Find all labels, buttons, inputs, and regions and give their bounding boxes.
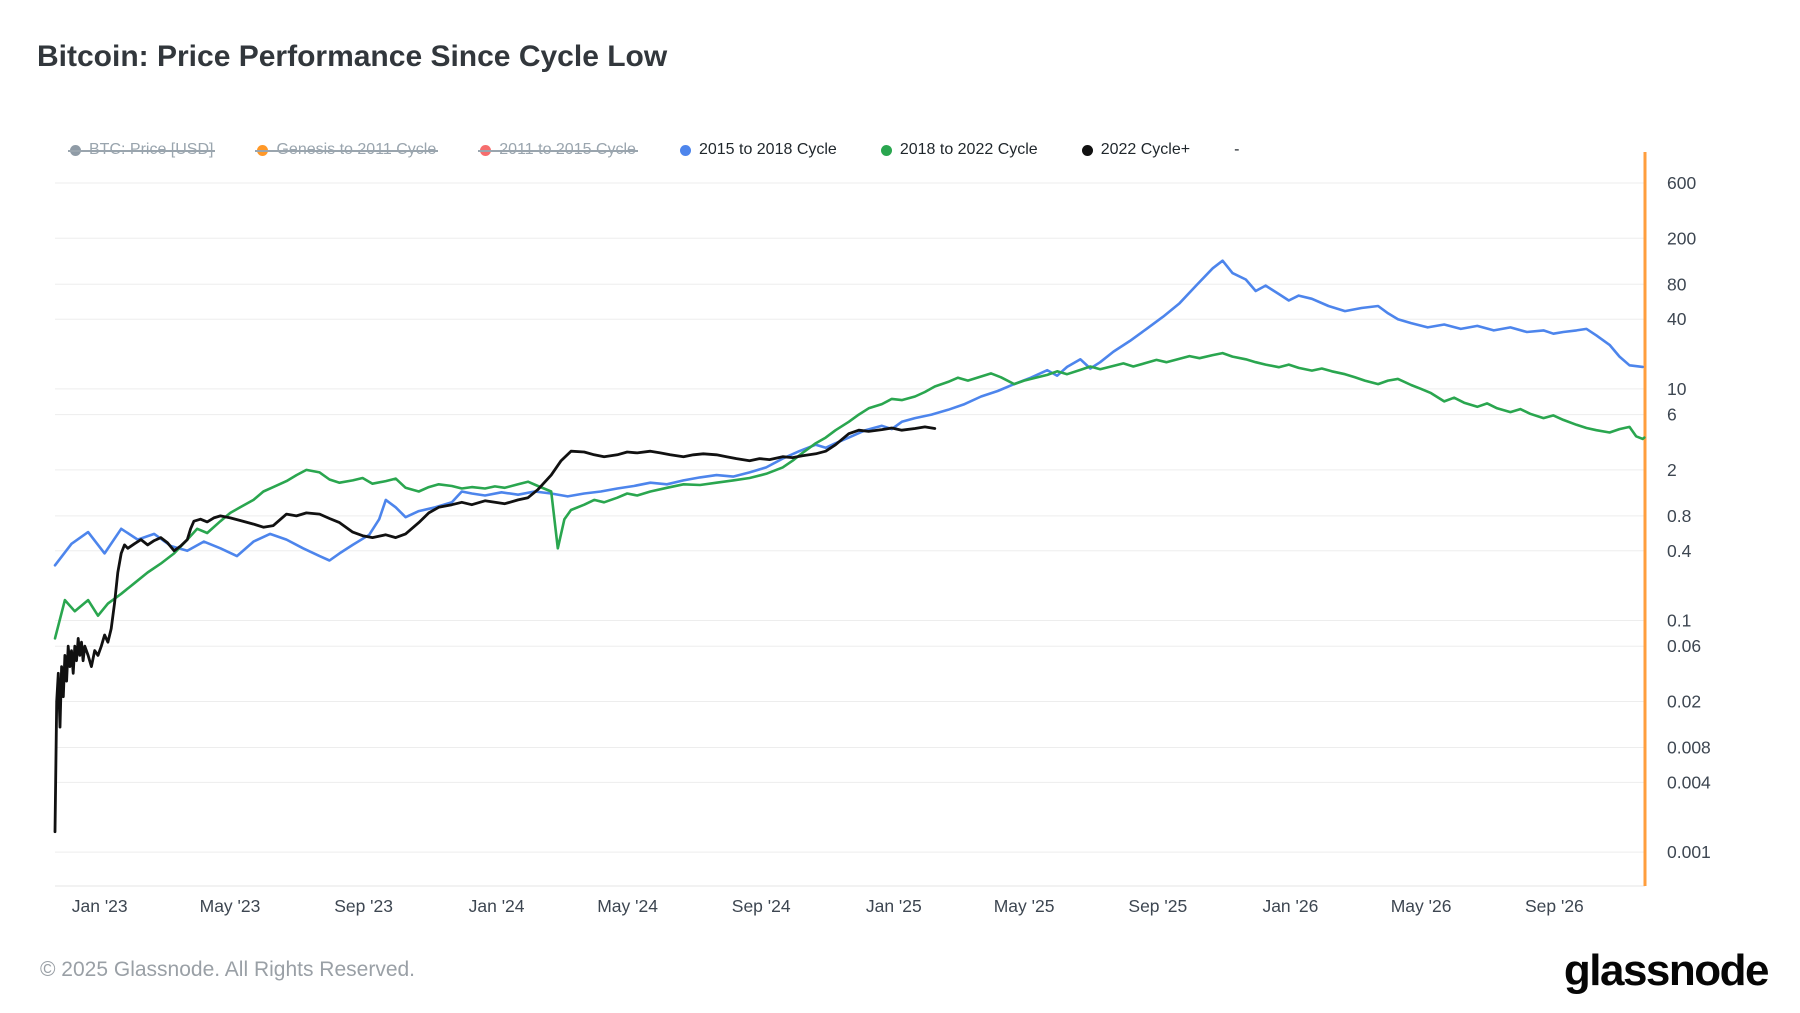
legend-item-btc-price-usd[interactable]: BTC: Price [USD]	[67, 141, 216, 159]
x-axis-tick-label: Sep '25	[1128, 896, 1187, 916]
legend-item-label: 2018 to 2022 Cycle	[899, 141, 1038, 158]
x-axis-tick-label: Sep '26	[1525, 896, 1584, 916]
x-axis-tick-label: Jan '23	[72, 896, 128, 916]
y-axis-tick-label: 6	[1667, 405, 1677, 425]
legend-item-label: 2022 Cycle+	[1100, 141, 1191, 158]
legend-item-label: -	[1234, 141, 1240, 158]
series-line-2022-cycle[interactable]	[53, 425, 937, 834]
y-axis-tick-label: 200	[1667, 228, 1696, 248]
y-axis-tick-label: 0.4	[1667, 541, 1692, 561]
legend-item-label: 2015 to 2018 Cycle	[698, 141, 837, 158]
x-axis-tick-label: Jan '24	[469, 896, 525, 916]
x-axis-tick-label: Sep '24	[732, 896, 791, 916]
x-axis-tick-label: May '26	[1391, 896, 1452, 916]
legend-item-2015-to-2018-cycle[interactable]: 2015 to 2018 Cycle	[679, 141, 837, 159]
copyright-text: © 2025 Glassnode. All Rights Reserved.	[40, 958, 416, 981]
x-axis-tick-label: May '23	[200, 896, 261, 916]
y-axis-tick-label: 0.06	[1667, 636, 1701, 656]
x-axis-tick-label: May '25	[994, 896, 1055, 916]
x-axis-tick-label: Sep '23	[334, 896, 393, 916]
y-axis-tick-label: 40	[1667, 309, 1687, 329]
legend-item-2018-to-2022-cycle[interactable]: 2018 to 2022 Cycle	[880, 141, 1038, 159]
y-axis-tick-label: 0.02	[1667, 692, 1701, 712]
glassnode-logo[interactable]: glassnode	[1563, 946, 1770, 995]
series-line-2015-to-2018-cycle[interactable]	[53, 259, 1644, 567]
legend-marker-dot	[679, 144, 691, 156]
x-axis-tick-label: Jan '25	[866, 896, 922, 916]
y-axis-tick-label: 0.001	[1667, 842, 1711, 862]
page-title: Bitcoin: Price Performance Since Cycle L…	[37, 40, 668, 73]
y-axis-tick-label: 0.8	[1667, 506, 1691, 526]
x-axis-tick-label: May '24	[597, 896, 658, 916]
legend-item-2011-to-2015-cycle[interactable]: 2011 to 2015 Cycle	[478, 141, 638, 159]
legend-item-2022-cycle[interactable]: 2022 Cycle+	[1081, 141, 1191, 159]
legend-marker-dot	[880, 144, 892, 156]
legend-item-genesis-to-2011-cycle[interactable]: Genesis to 2011 Cycle	[255, 141, 439, 159]
x-axis-tick-label: Jan '26	[1262, 896, 1318, 916]
y-axis-tick-label: 0.004	[1667, 772, 1711, 792]
y-axis-tick-label: 10	[1667, 379, 1687, 399]
y-axis-tick-label: 2	[1667, 460, 1677, 480]
chart-legend: BTC: Price [USD] Genesis to 2011 Cycle 201…	[67, 140, 1239, 160]
y-axis-tick-label: 0.1	[1667, 611, 1691, 631]
y-axis-tick-label: 0.008	[1667, 738, 1711, 758]
series-line-2018-to-2022-cycle[interactable]	[53, 351, 1646, 640]
y-axis-tick-label: 600	[1667, 173, 1696, 193]
legend-marker-dot	[1081, 144, 1093, 156]
legend-item-dash[interactable]: -	[1234, 141, 1239, 159]
y-axis-tick-label: 80	[1667, 274, 1687, 294]
